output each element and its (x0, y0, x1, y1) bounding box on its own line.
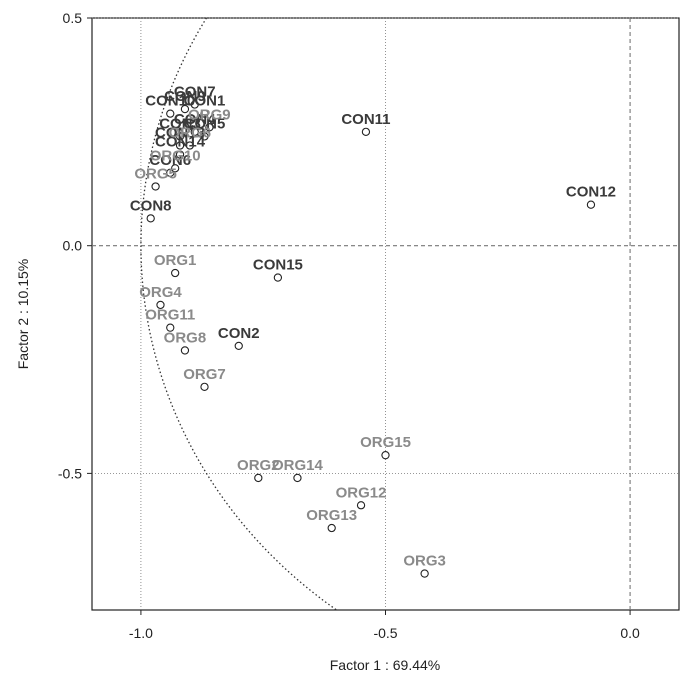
unit-circle-arc (140, 18, 338, 610)
point-label-con5: CON5 (184, 115, 226, 132)
point-con10 (166, 109, 175, 118)
point-org1 (171, 268, 180, 278)
point-con14 (175, 150, 185, 159)
point-label-con7: CON7 (174, 84, 216, 101)
point-label-con11: CON11 (341, 111, 390, 128)
point-con4 (190, 127, 199, 136)
point-label-org7: ORG7 (183, 366, 226, 383)
point-org6 (185, 141, 194, 150)
point-org8 (180, 346, 190, 355)
point-con15 (273, 273, 283, 282)
point-org4 (156, 300, 165, 310)
point-label-con1: CON1 (184, 93, 226, 110)
grid-lines (92, 17, 679, 610)
point-label-org2: ORG2 (237, 457, 280, 474)
point-label-con14: CON14 (155, 134, 206, 151)
point-con13 (175, 141, 185, 150)
point-label-org15: ORG15 (360, 434, 411, 451)
x-tick-label: 0.0 (620, 625, 640, 641)
point-label-org3: ORG3 (403, 553, 446, 570)
point-org11 (166, 323, 175, 332)
x-tick-label: -0.5 (373, 625, 397, 641)
point-con8 (146, 214, 155, 223)
y-tick-label: 0.5 (63, 10, 83, 26)
point-label-org5: ORG5 (134, 165, 177, 182)
point-label-con12: CON12 (566, 184, 616, 201)
point-con5 (200, 132, 209, 141)
point-labels: CON1CON2CON3CON4CON5CON6CON7CON8CON9CON1… (130, 84, 616, 570)
x-axis-title: Factor 1 : 69.44% (330, 657, 441, 673)
point-label-org1: ORG1 (154, 252, 197, 269)
y-axis-title: Factor 2 : 10.15% (15, 259, 31, 370)
point-label-org8: ORG8 (164, 329, 207, 346)
point-con7 (190, 100, 199, 109)
point-org12 (356, 501, 366, 510)
point-org7 (200, 382, 209, 392)
point-label-con8: CON8 (130, 197, 172, 214)
point-con2 (234, 341, 243, 351)
point-label-con15: CON15 (253, 257, 303, 274)
point-org9 (205, 123, 214, 132)
y-tick-label: 0.0 (63, 238, 83, 254)
point-org10 (171, 164, 180, 173)
point-org14 (293, 473, 302, 483)
point-label-con4: CON4 (174, 111, 216, 128)
point-label-org10: ORG10 (150, 147, 201, 164)
point-label-org11: ORG11 (145, 307, 195, 324)
point-org13 (327, 523, 336, 533)
axis-ticks: -1.0 -0.5 0.0 0.5 0.0 -0.5 (58, 10, 640, 641)
point-label-org6: ORG6 (169, 125, 212, 142)
point-label-con6: CON6 (149, 152, 191, 169)
point-label-org4: ORG4 (139, 284, 182, 301)
point-con1 (200, 109, 209, 118)
point-label-org9: ORG9 (188, 106, 231, 123)
point-con11 (361, 127, 371, 136)
point-label-con9: CON9 (164, 88, 206, 105)
point-label-org12: ORG12 (336, 484, 387, 501)
point-org2 (254, 473, 263, 483)
point-label-con10: CON10 (145, 93, 195, 110)
point-org5 (151, 182, 160, 191)
point-con12 (586, 200, 596, 209)
x-tick-label: -1.0 (129, 625, 153, 641)
point-org3 (420, 569, 429, 578)
y-tick-label: -0.5 (58, 465, 82, 481)
point-label-org14: ORG14 (272, 457, 324, 474)
point-label-con13: CON13 (155, 125, 205, 142)
point-label-con3: CON3 (159, 115, 201, 132)
point-con9 (180, 104, 190, 114)
point-label-org13: ORG13 (306, 507, 357, 524)
point-org15 (381, 451, 390, 460)
point-con3 (175, 132, 185, 141)
data-points (146, 100, 596, 578)
point-label-con2: CON2 (218, 325, 260, 342)
